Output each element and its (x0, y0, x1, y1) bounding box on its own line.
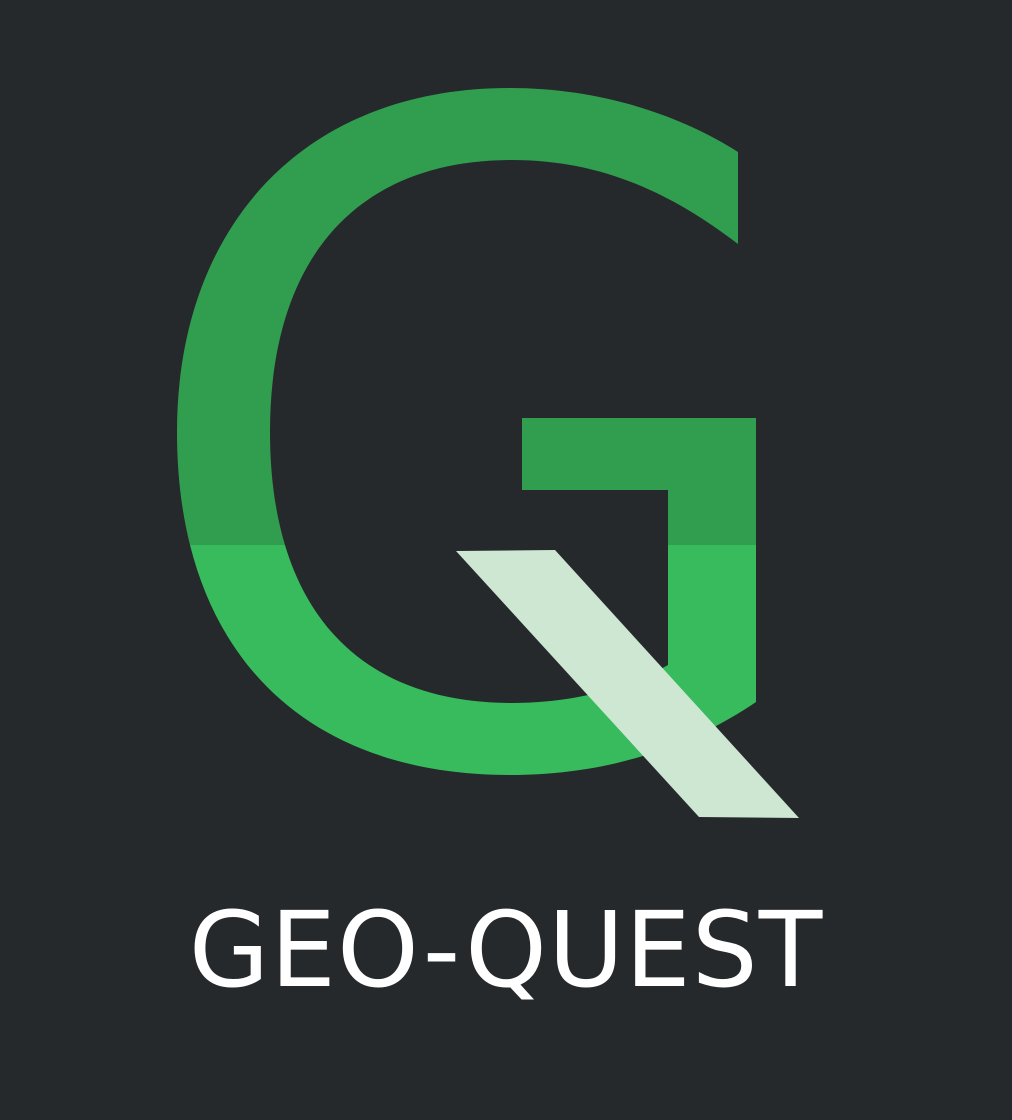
brand-name: GEO-QUEST (188, 889, 824, 1011)
q-tail-stroke (456, 550, 799, 818)
g-letter-upper (177, 88, 756, 545)
